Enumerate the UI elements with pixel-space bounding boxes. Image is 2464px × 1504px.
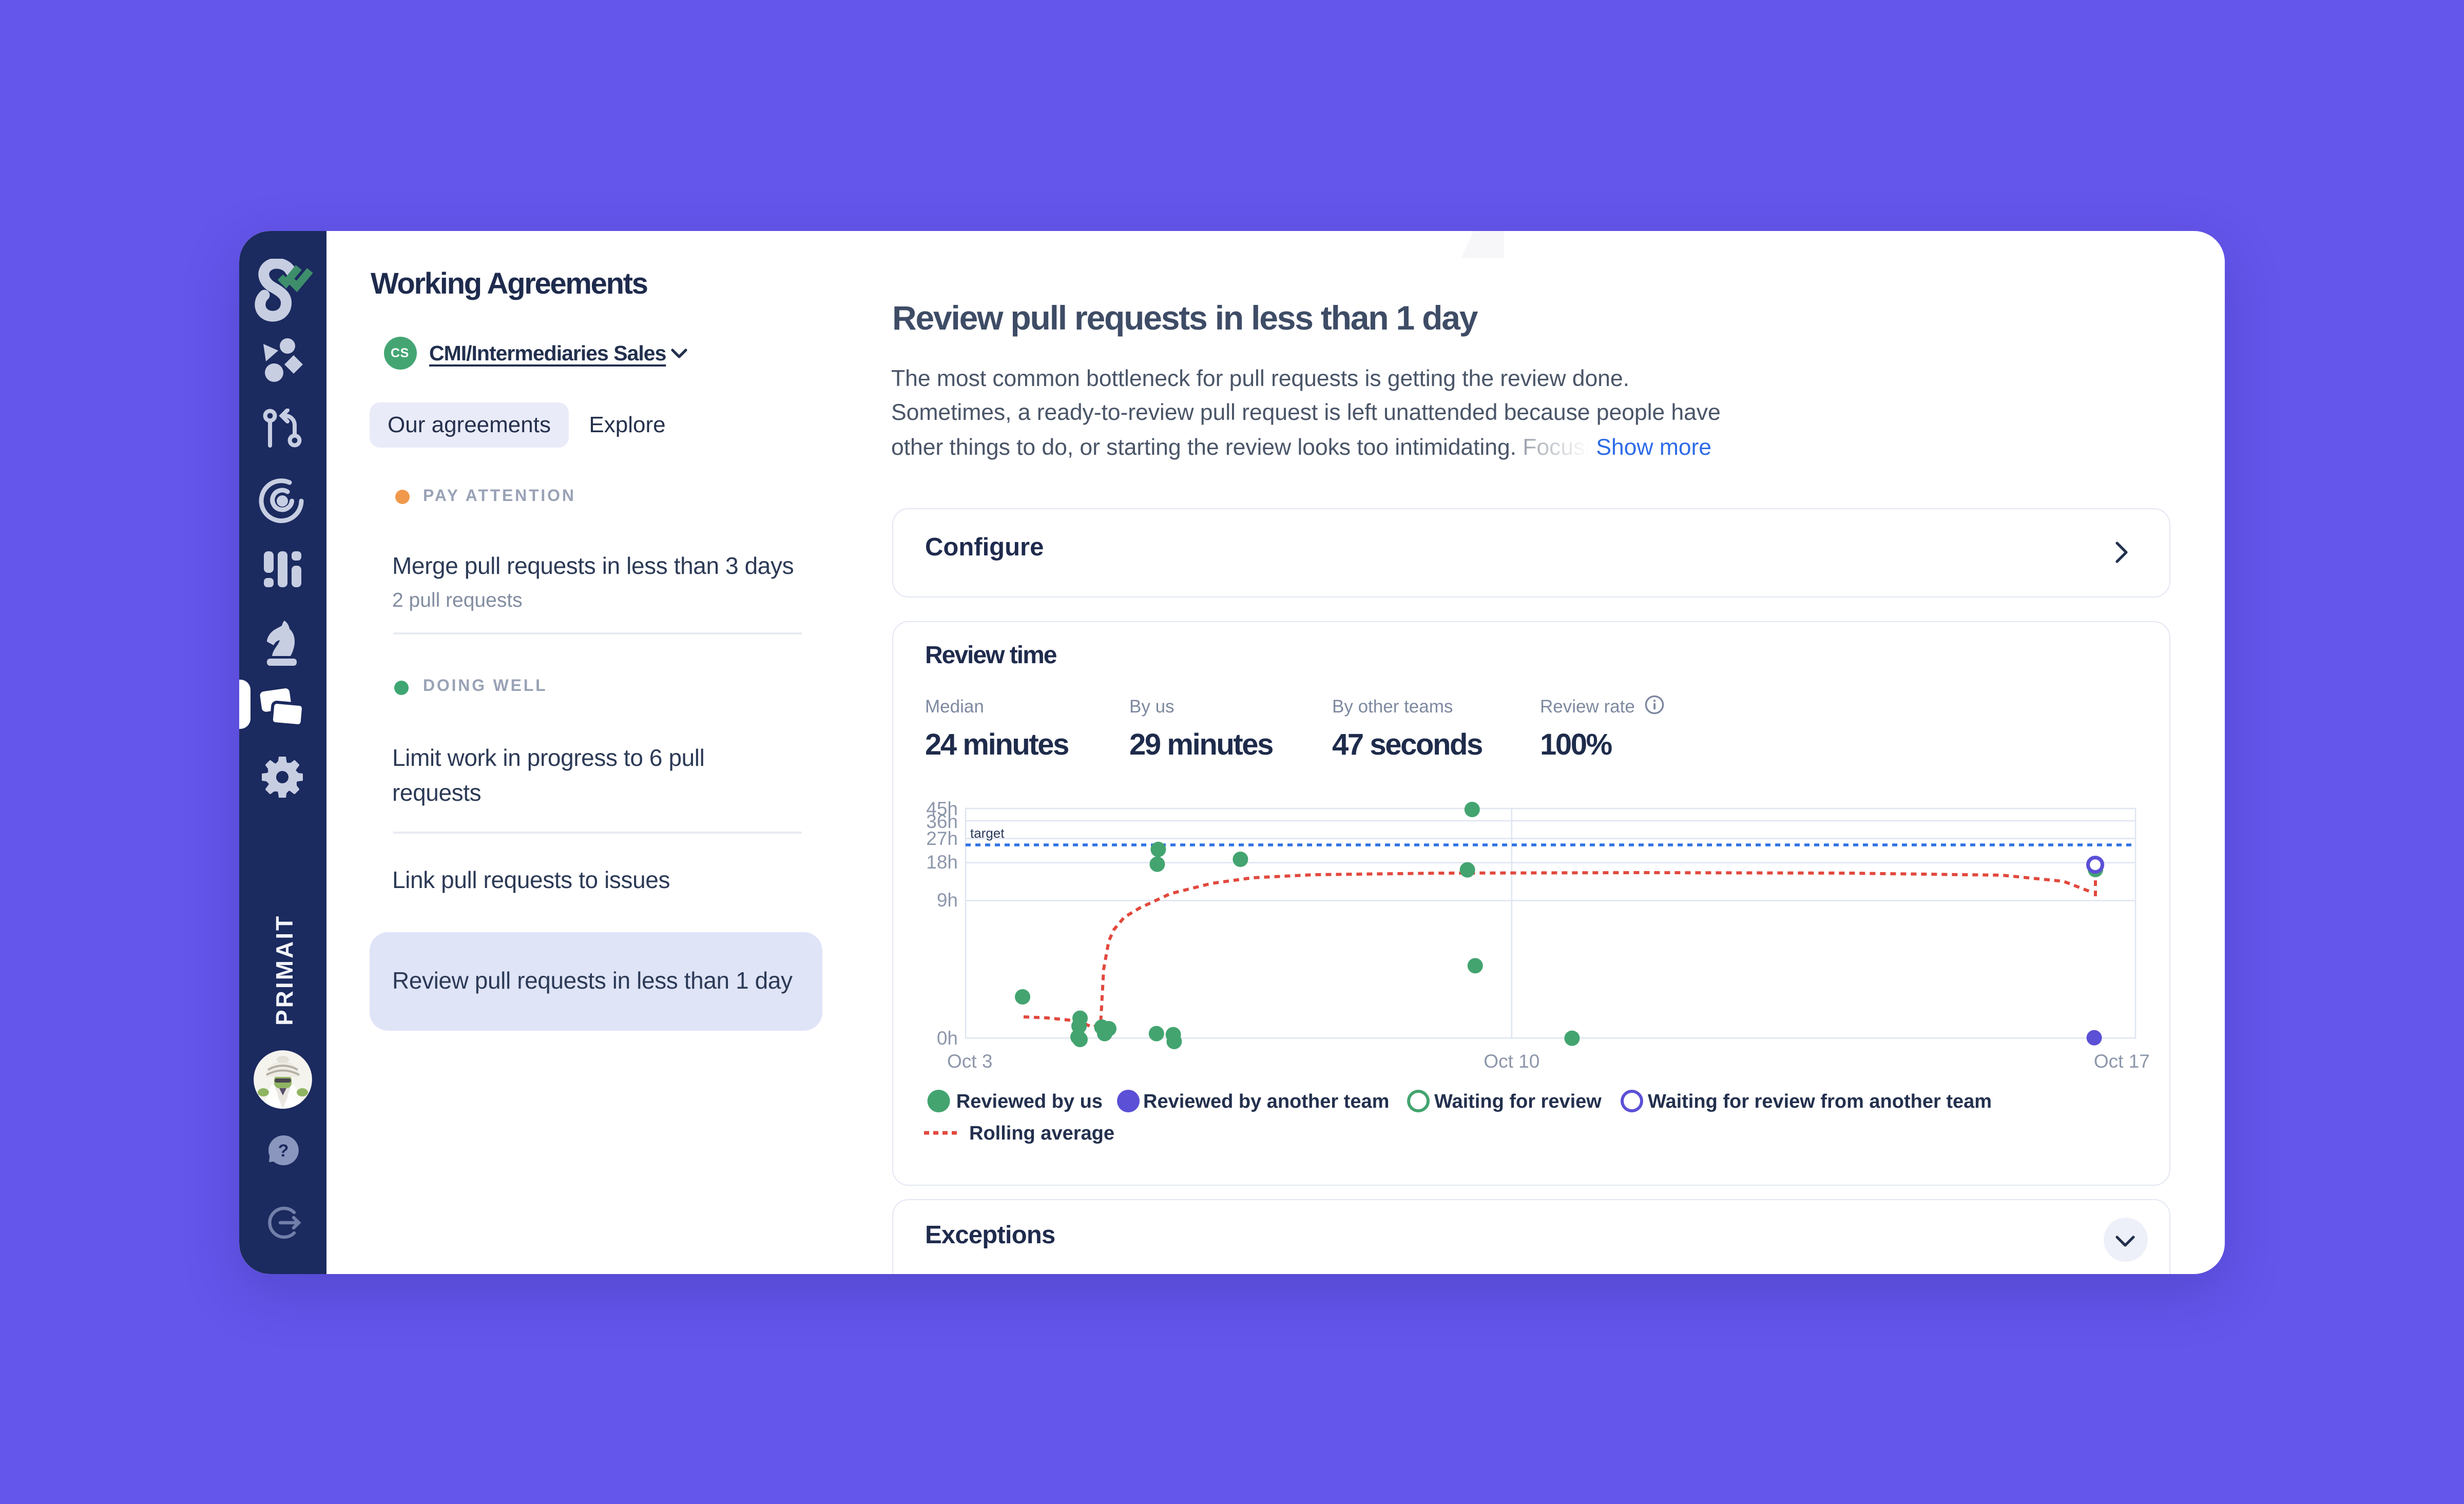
svg-text:18h: 18h [926, 851, 958, 872]
svg-text:target: target [970, 825, 1005, 840]
svg-text:Reviewed by another team: Reviewed by another team [1143, 1090, 1389, 1112]
svg-text:Oct 3: Oct 3 [947, 1050, 992, 1071]
svg-text:0h: 0h [937, 1027, 958, 1048]
svg-text:Rolling average: Rolling average [969, 1122, 1114, 1144]
svg-text:9h: 9h [937, 889, 958, 910]
svg-text:Waiting for review from anothe: Waiting for review from another team [1648, 1090, 1992, 1112]
svg-text:36h: 36h [926, 811, 958, 832]
svg-text:27h: 27h [926, 827, 958, 849]
svg-text:Oct 10: Oct 10 [1484, 1050, 1539, 1071]
svg-text:Oct 17: Oct 17 [2094, 1050, 2150, 1071]
svg-text:?: ? [278, 1141, 289, 1160]
svg-text:Waiting for review: Waiting for review [1434, 1090, 1602, 1112]
svg-text:Reviewed by us: Reviewed by us [956, 1090, 1103, 1112]
svg-text:45h: 45h [926, 798, 958, 819]
